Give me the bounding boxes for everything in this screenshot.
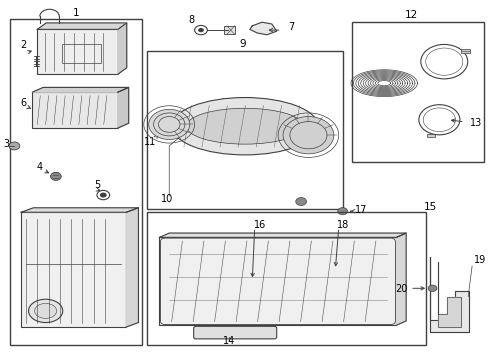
Text: 15: 15 bbox=[424, 202, 437, 212]
Text: 2: 2 bbox=[21, 40, 27, 50]
Text: 20: 20 bbox=[395, 284, 408, 294]
Circle shape bbox=[50, 172, 61, 180]
Ellipse shape bbox=[35, 303, 57, 319]
Text: 13: 13 bbox=[470, 118, 482, 128]
Bar bbox=[147, 212, 426, 345]
Circle shape bbox=[290, 122, 327, 149]
Text: 7: 7 bbox=[288, 22, 294, 32]
Polygon shape bbox=[438, 262, 461, 327]
Ellipse shape bbox=[172, 98, 318, 155]
Text: 6: 6 bbox=[21, 98, 27, 108]
Bar bbox=[352, 22, 484, 162]
Bar bbox=[427, 134, 435, 137]
Text: 12: 12 bbox=[404, 10, 417, 20]
Bar bbox=[21, 212, 126, 327]
Text: 4: 4 bbox=[37, 162, 43, 172]
Bar bbox=[462, 49, 470, 53]
Text: 3: 3 bbox=[3, 139, 10, 149]
Text: 16: 16 bbox=[253, 220, 266, 230]
Bar bbox=[224, 26, 235, 35]
Bar bbox=[32, 92, 118, 128]
Polygon shape bbox=[396, 233, 406, 325]
Bar bbox=[37, 30, 118, 74]
Polygon shape bbox=[118, 23, 127, 74]
Text: 19: 19 bbox=[473, 255, 486, 265]
Text: 11: 11 bbox=[144, 138, 156, 147]
Polygon shape bbox=[126, 208, 139, 327]
Polygon shape bbox=[21, 208, 139, 212]
Circle shape bbox=[100, 193, 107, 198]
Text: 18: 18 bbox=[337, 220, 349, 230]
Text: 17: 17 bbox=[355, 206, 367, 216]
Circle shape bbox=[153, 113, 185, 136]
Bar bbox=[62, 44, 101, 63]
Circle shape bbox=[148, 109, 190, 139]
Polygon shape bbox=[430, 257, 469, 332]
Circle shape bbox=[9, 142, 20, 150]
Polygon shape bbox=[118, 87, 129, 128]
Text: 1: 1 bbox=[73, 8, 80, 18]
Circle shape bbox=[283, 117, 334, 154]
Polygon shape bbox=[250, 22, 277, 35]
Bar bbox=[159, 237, 396, 325]
Polygon shape bbox=[37, 23, 127, 30]
Polygon shape bbox=[32, 87, 129, 92]
Circle shape bbox=[296, 198, 307, 206]
Circle shape bbox=[428, 285, 437, 292]
Ellipse shape bbox=[186, 108, 304, 144]
FancyBboxPatch shape bbox=[194, 326, 277, 339]
Text: 14: 14 bbox=[223, 336, 235, 346]
Ellipse shape bbox=[28, 299, 63, 323]
Text: 9: 9 bbox=[239, 39, 246, 49]
Text: 5: 5 bbox=[94, 180, 100, 190]
Circle shape bbox=[198, 28, 204, 32]
Text: 10: 10 bbox=[161, 194, 173, 204]
Circle shape bbox=[158, 117, 180, 132]
Text: 8: 8 bbox=[188, 15, 194, 26]
Bar bbox=[10, 19, 143, 345]
Bar bbox=[147, 51, 343, 209]
Polygon shape bbox=[159, 233, 406, 237]
Circle shape bbox=[338, 208, 347, 215]
